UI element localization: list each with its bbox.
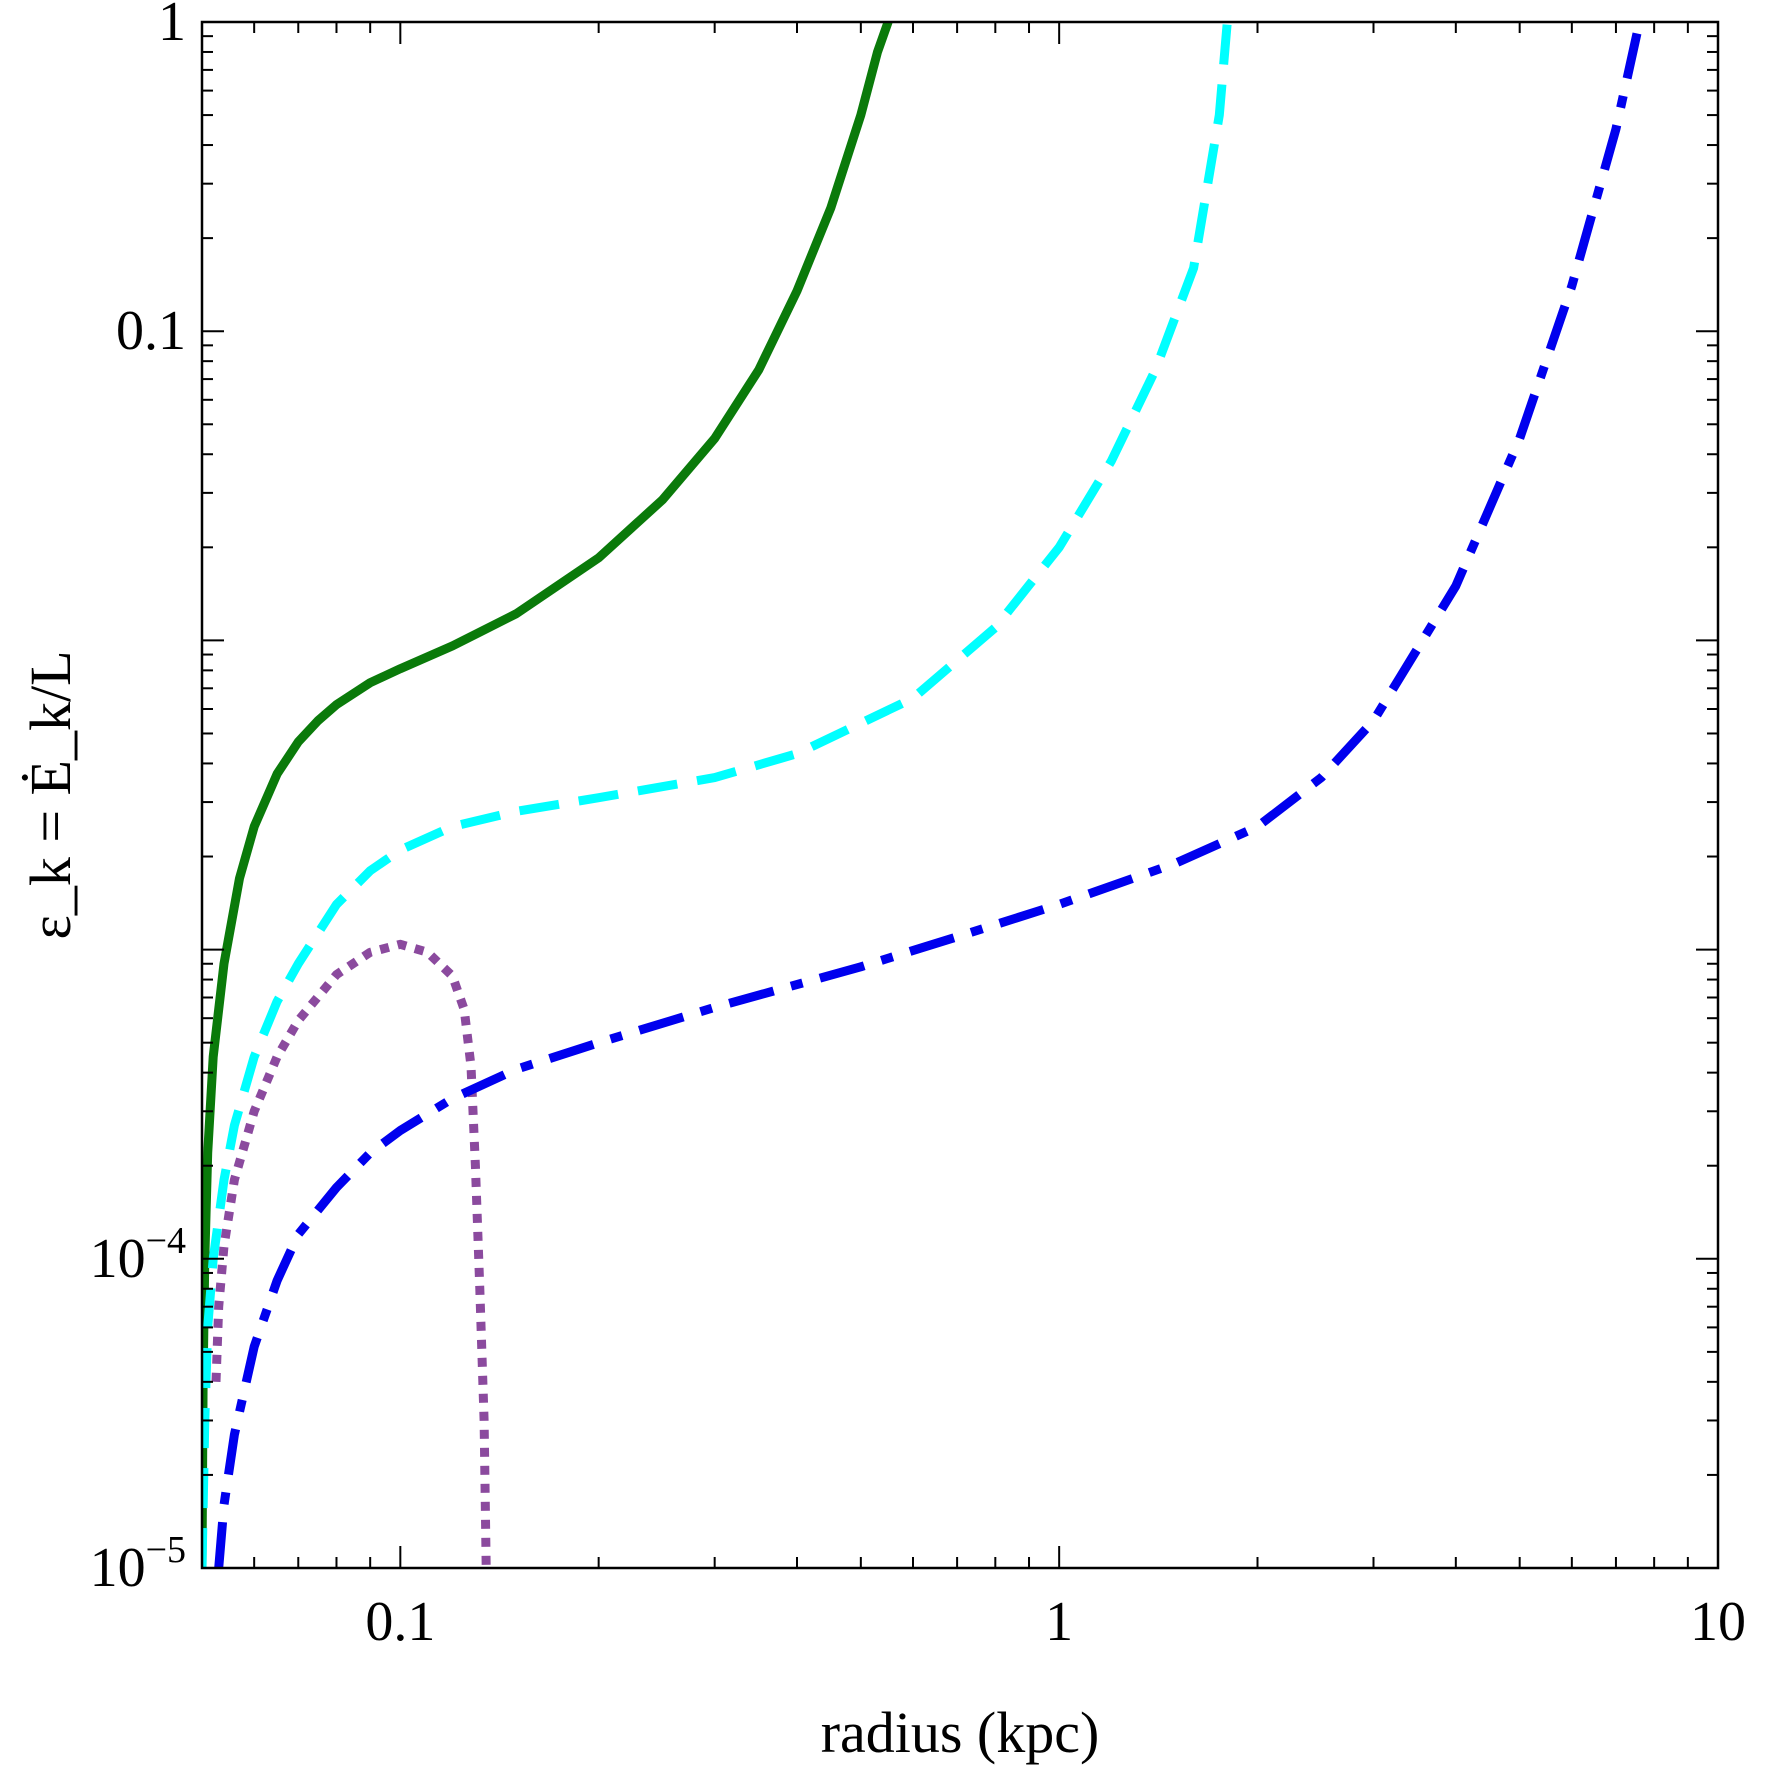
tick-labels: 0.1 1 10 10−5 10−4 0.1 1 bbox=[90, 0, 1746, 1653]
y-tick-label: 10−4 bbox=[90, 1220, 186, 1290]
series-line-solid bbox=[202, 22, 893, 1568]
y-axis-label: ε_k = Ė_k/L bbox=[18, 650, 83, 939]
y-tick-label: 1 bbox=[158, 0, 186, 53]
y-tick-label: 0.1 bbox=[116, 300, 186, 362]
ticks-layer bbox=[201, 21, 1719, 1569]
series-line-dash-dot bbox=[214, 22, 1644, 1568]
series-line-dashed bbox=[202, 22, 1232, 1568]
x-tick-label: 1 bbox=[1045, 1591, 1073, 1653]
series-line-dotted bbox=[211, 939, 491, 1568]
y-tick-label: 10−5 bbox=[90, 1529, 186, 1599]
x-axis-label: radius (kpc) bbox=[821, 1700, 1100, 1765]
plot-frame bbox=[200, 20, 1720, 1570]
x-tick-label: 10 bbox=[1690, 1591, 1746, 1653]
x-tick-label: 0.1 bbox=[365, 1591, 435, 1653]
series-layer bbox=[202, 22, 1644, 1568]
